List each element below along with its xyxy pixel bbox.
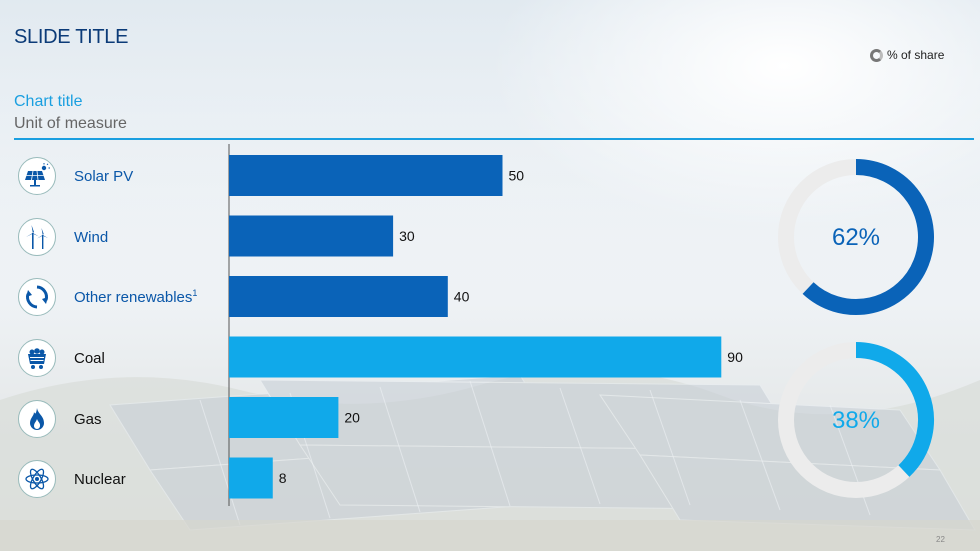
solar-panel-icon (18, 157, 56, 195)
bar-data-label: 40 (454, 289, 470, 305)
title-divider (14, 138, 974, 140)
bar-data-label: 8 (279, 470, 287, 486)
ring-icon (870, 48, 883, 62)
donut-label-renewables: 62% (831, 224, 881, 251)
atom-icon (18, 460, 56, 498)
bar-gas (229, 397, 339, 438)
bar-coal (229, 336, 722, 378)
bar-other-renewables (229, 276, 448, 317)
bar-data-label: 20 (344, 410, 360, 426)
bar-data-label: 50 (509, 168, 525, 184)
bar-data-label: 90 (727, 349, 743, 365)
bar-data-label: 30 (399, 228, 415, 244)
bar-solar-pv (229, 155, 503, 196)
legend: % of share (870, 48, 944, 62)
flame-icon (18, 400, 56, 438)
wind-turbine-icon (18, 218, 56, 256)
recycle-arrows-icon (18, 278, 56, 316)
donut-label-conventional: 38% (831, 407, 881, 434)
slide-title: SLIDE TITLE (14, 26, 129, 48)
category-row-coal: Coal (18, 338, 105, 378)
category-row-nuclear: Nuclear (18, 459, 126, 499)
chart-title: Chart title (14, 93, 83, 110)
bar-nuclear (229, 457, 273, 499)
page-number: 22 (936, 535, 945, 544)
category-label: Coal (74, 350, 105, 367)
category-row-other-renewables: Other renewables1 (18, 277, 197, 317)
legend-label: % of share (887, 48, 945, 62)
chart-unit: Unit of measure (14, 115, 127, 132)
bar-wind (229, 215, 394, 257)
donut-slice-conventional (855, 342, 934, 477)
category-label: Other renewables1 (74, 288, 198, 306)
category-label: Solar PV (74, 168, 134, 185)
category-row-solar-pv: Solar PV (18, 156, 133, 196)
category-row-gas: Gas (18, 399, 102, 439)
donut-slice-renewables (802, 159, 934, 315)
category-label: Wind (74, 229, 109, 246)
category-label: Gas (74, 411, 102, 428)
coal-cart-icon (18, 339, 56, 377)
category-label: Nuclear (74, 471, 126, 488)
category-row-wind: Wind (18, 217, 108, 257)
